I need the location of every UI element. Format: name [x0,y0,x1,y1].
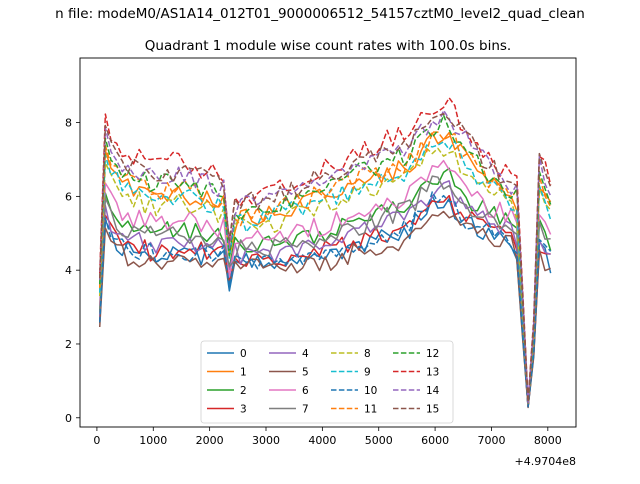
y-tick-label: 2 [65,338,72,351]
series-line-10 [98,191,552,408]
x-tick-label: 7000 [477,434,505,447]
x-tick-label: 5000 [365,434,393,447]
x-axis-offset-label: +4.9704e8 [515,455,576,468]
y-tick-label: 8 [65,117,72,130]
legend-label-8: 8 [364,348,371,360]
x-tick-label: 3000 [252,434,280,447]
legend-label-14: 14 [426,385,440,397]
legend-box [200,340,454,424]
x-tick-label: 0 [93,434,100,447]
legend-label-5: 5 [302,367,309,379]
legend-label-6: 6 [302,385,309,397]
x-tick-label: 1000 [139,434,167,447]
series-line-7 [98,175,551,407]
legend-label-15: 15 [426,404,439,416]
series-line-4 [98,180,551,408]
series-line-5 [98,210,551,409]
legend-label-11: 11 [364,404,377,416]
series-line-11 [98,131,552,404]
legend-label-3: 3 [240,404,247,416]
y-axis: 0 2 4 6 8 [65,117,80,425]
legend-label-12: 12 [426,348,439,360]
legend-label-0: 0 [240,348,247,360]
x-tick-label: 2000 [196,434,224,447]
x-tick-label: 6000 [421,434,449,447]
chart-title: Quadrant 1 module wise count rates with … [145,38,511,54]
x-tick-label: 8000 [534,434,562,447]
series-line-15 [98,112,552,403]
series-line-6 [98,159,552,406]
legend-label-10: 10 [364,385,377,397]
figure-suptitle: n file: modeM0/AS1A14_012T01_9000006512_… [55,6,585,22]
y-tick-label: 6 [65,190,72,203]
y-tick-label: 0 [65,412,72,425]
series-line-13 [98,97,552,403]
legend-label-9: 9 [364,367,371,379]
legend-label-4: 4 [302,348,309,360]
y-tick-label: 4 [65,264,72,277]
series-line-12 [98,114,552,404]
series-line-14 [98,109,552,404]
axes-frame [79,57,577,428]
legend-label-1: 1 [240,367,247,379]
x-axis: 0 1000 2000 3000 4000 5000 6000 7000 8000 [93,427,562,447]
legend-label-2: 2 [240,385,247,397]
series-line-1 [98,131,552,405]
legend-label-13: 13 [426,367,439,379]
legend-label-7: 7 [302,404,309,416]
x-tick-label: 4000 [308,434,336,447]
